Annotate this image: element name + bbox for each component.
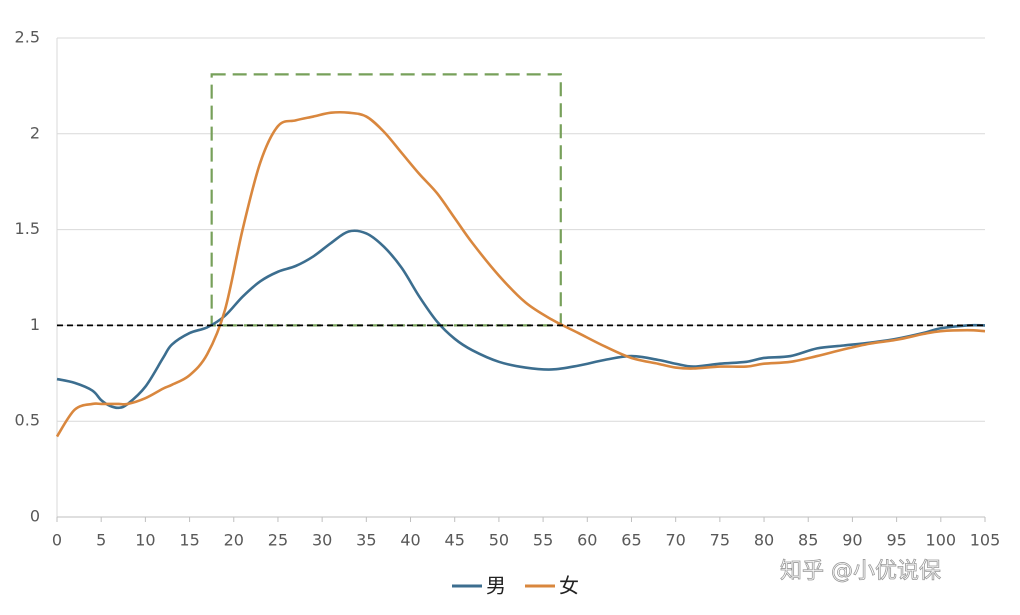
y-tick-label: 0.5: [15, 411, 40, 430]
x-tick-label: 0: [52, 531, 62, 550]
x-tick-label: 70: [665, 531, 685, 550]
x-tick-label: 105: [970, 531, 1001, 550]
x-tick-label: 85: [798, 531, 818, 550]
x-tick-label: 45: [445, 531, 465, 550]
watermark: 知乎 @小优说保: [780, 559, 941, 584]
x-tick-label: 60: [577, 531, 597, 550]
x-tick-label: 55: [533, 531, 553, 550]
x-tick-label: 50: [489, 531, 509, 550]
x-tick-label: 20: [224, 531, 244, 550]
legend-label: 女: [559, 574, 579, 598]
x-tick-label: 100: [926, 531, 957, 550]
highlight-box: [210, 73, 562, 327]
x-tick-label: 80: [754, 531, 774, 550]
x-tick-label: 75: [710, 531, 730, 550]
x-tick-label: 5: [96, 531, 106, 550]
series-line: [55, 110, 986, 438]
legend-label: 男: [486, 574, 506, 598]
y-tick-label: 1.5: [15, 219, 40, 238]
x-tick-label: 65: [621, 531, 641, 550]
x-tick-label: 15: [179, 531, 199, 550]
y-tick-label: 2: [30, 123, 40, 142]
y-tick-label: 0: [30, 507, 40, 526]
x-tick-label: 35: [356, 531, 376, 550]
y-tick-label: 1: [30, 315, 40, 334]
series-line: [56, 229, 986, 410]
x-tick-label: 40: [400, 531, 420, 550]
x-tick-label: 25: [268, 531, 288, 550]
x-tick-label: 30: [312, 531, 332, 550]
x-tick-label: 95: [886, 531, 906, 550]
x-tick-label: 10: [135, 531, 155, 550]
y-tick-label: 2.5: [15, 28, 40, 47]
x-tick-label: 90: [842, 531, 862, 550]
